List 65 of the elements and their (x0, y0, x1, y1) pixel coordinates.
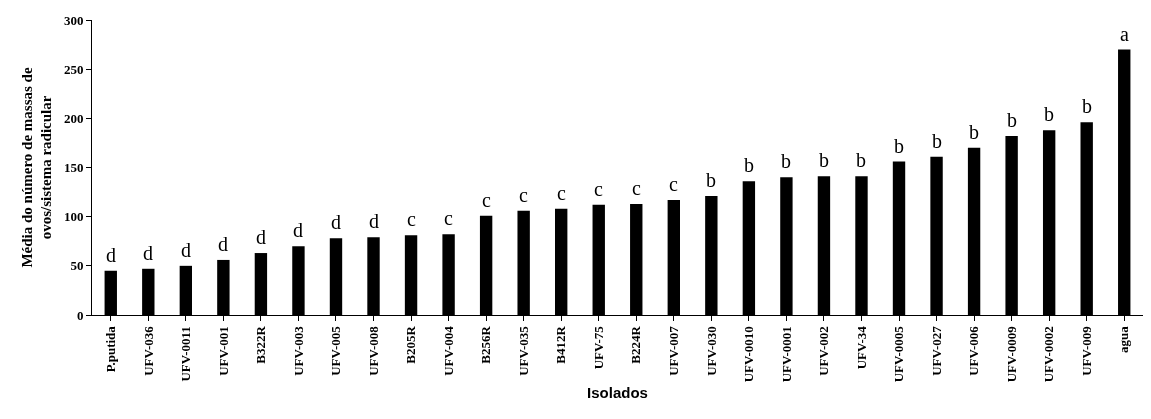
annotation: c (632, 177, 641, 199)
x-tick-label: UFV-002 (816, 326, 832, 376)
x-tick-label: UFV-006 (966, 325, 982, 376)
annotation: a (1120, 23, 1129, 45)
x-tick-label: agua (1116, 325, 1132, 353)
annotation: c (594, 178, 603, 200)
annotation: d (293, 219, 303, 241)
annotation: b (744, 154, 754, 176)
annotation: c (519, 184, 528, 206)
annotation: b (706, 169, 716, 191)
annotation: b (1082, 95, 1092, 117)
annotation: d (256, 226, 266, 248)
annotation: d (106, 244, 116, 266)
x-tick-label: UFV-027 (928, 325, 944, 376)
x-tick-label: UFV-008 (365, 325, 381, 376)
y-tick-label: 200 (63, 110, 84, 126)
annotation: b (1007, 109, 1017, 131)
x-tick-label: UFV-005 (328, 325, 344, 376)
x-tick-label: UFV-0002 (1041, 326, 1057, 383)
x-tick-label: B322R (253, 325, 269, 364)
x-tick-label: UFV-004 (440, 325, 456, 376)
y-axis-title: Média do número de massas de ovos/sistema radicular (18, 67, 55, 268)
y-tick-label: 50 (70, 258, 84, 274)
x-tick-label: B224R (628, 325, 644, 364)
annotation: d (331, 211, 341, 233)
annotation: b (932, 130, 942, 152)
annotation: b (819, 149, 829, 171)
y-tick-label: 0 (76, 307, 84, 323)
y-tick-label: 100 (63, 209, 84, 225)
x-tick-label: B256R (478, 325, 494, 364)
x-tick-label: P.putida (102, 325, 118, 373)
y-tick-label: 250 (63, 61, 84, 77)
annotation: d (369, 210, 379, 232)
annotation: b (781, 150, 791, 172)
x-tick-label: UFV-009 (1078, 325, 1094, 376)
y-tick-label: 300 (63, 12, 84, 28)
x-tick-label: UFV-035 (515, 325, 531, 376)
annotation: b (1044, 103, 1054, 125)
x-tick-label: UFV-007 (666, 325, 682, 376)
x-tick-label: UFV-34 (853, 325, 869, 370)
x-tick-label: UFV-0001 (778, 326, 794, 383)
x-tick-label: UFV-0009 (1003, 325, 1019, 383)
x-tick-label: UFV-030 (703, 326, 719, 376)
annotation: c (669, 173, 678, 195)
x-tick-label: UFV-0011 (178, 326, 194, 382)
annotation: c (482, 189, 491, 211)
annotation: d (143, 242, 153, 264)
annotation: b (969, 121, 979, 143)
y-tick-label: 150 (63, 160, 84, 176)
annotation: d (218, 233, 228, 255)
annotation: c (407, 208, 416, 230)
x-tick-label: UFV-0010 (741, 326, 757, 383)
x-tick-label: UFV-003 (290, 325, 306, 376)
x-tick-label: B412R (553, 325, 569, 364)
x-axis-title: Isolados (587, 384, 648, 402)
annotation: d (181, 239, 191, 261)
annotation: b (894, 135, 904, 157)
x-tick-label: UFV-0005 (891, 325, 907, 383)
x-tick-label: UFV-036 (140, 325, 156, 376)
x-tick-label: UFV-001 (215, 326, 231, 376)
x-tick-label: B205R (403, 325, 419, 364)
annotation: b (856, 149, 866, 171)
annotation: c (557, 182, 566, 204)
annotation: c (444, 207, 453, 229)
x-tick-label: UFV-75 (590, 325, 606, 370)
